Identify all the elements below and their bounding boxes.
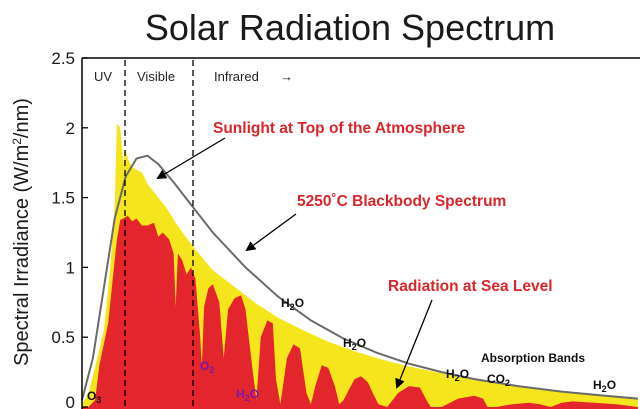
- y-tick-label: 0: [66, 393, 75, 409]
- series-blackbody-line: [81, 154, 638, 401]
- callout-sea-level: Radiation at Sea Level: [388, 278, 553, 295]
- band-o2: O2: [200, 359, 214, 375]
- band-co2: CO2: [487, 372, 510, 388]
- band-h2o-4: H2O: [446, 367, 469, 383]
- region-label-infrared: Infrared: [214, 69, 259, 84]
- band-h2o-3: H2O: [343, 336, 366, 352]
- y-tick-label: 1: [66, 258, 75, 277]
- y-axis-ticks: 0 0.5 1 1.5 2 2.5: [51, 49, 88, 409]
- callout-blackbody-arrow: [245, 213, 297, 252]
- callout-top-of-atmosphere-arrow: [156, 137, 226, 180]
- band-h2o-5: H2O: [593, 378, 616, 394]
- y-tick-label: 2.5: [51, 49, 75, 68]
- series-sea-level-area: [82, 215, 638, 409]
- region-label-visible: Visible: [137, 69, 175, 84]
- band-o3: O3: [87, 389, 101, 405]
- infrared-arrow: →: [280, 69, 293, 84]
- region-label-uv: UV: [94, 69, 112, 84]
- callout-sea-level-arrow: [395, 299, 433, 389]
- band-h2o-1: H2O: [236, 387, 259, 403]
- y-axis-label: Spectral Irradiance (W/m2/nm): [10, 98, 33, 366]
- absorption-bands-title: Absorption Bands: [481, 351, 585, 365]
- callout-blackbody: 5250˚C Blackbody Spectrum: [297, 193, 506, 210]
- plot-area: [81, 123, 638, 409]
- y-tick-label: 1.5: [51, 189, 75, 208]
- callout-top-of-atmosphere: Sunlight at Top of the Atmosphere: [213, 120, 466, 137]
- y-tick-label: 0.5: [51, 328, 75, 347]
- band-h2o-2: H2O: [281, 296, 304, 312]
- chart-title: Solar Radiation Spectrum: [145, 7, 555, 48]
- y-tick-label: 2: [66, 119, 75, 138]
